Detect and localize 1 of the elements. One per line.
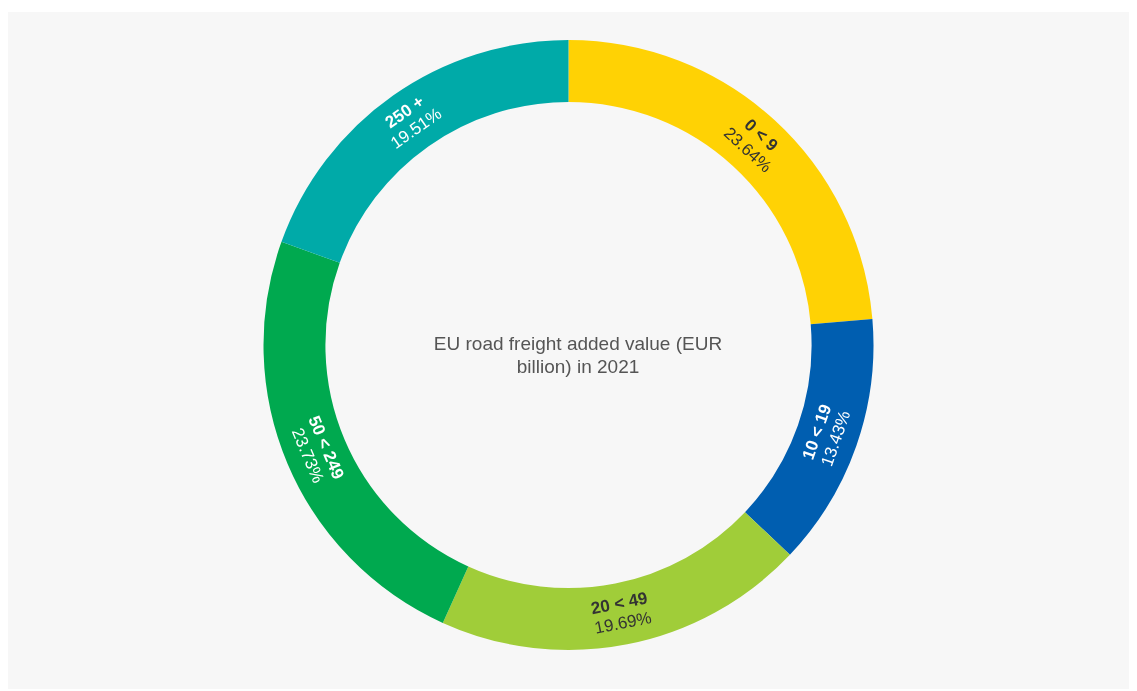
text: EU road freight added value (EUR billion) in 2021 — [432, 332, 724, 378]
